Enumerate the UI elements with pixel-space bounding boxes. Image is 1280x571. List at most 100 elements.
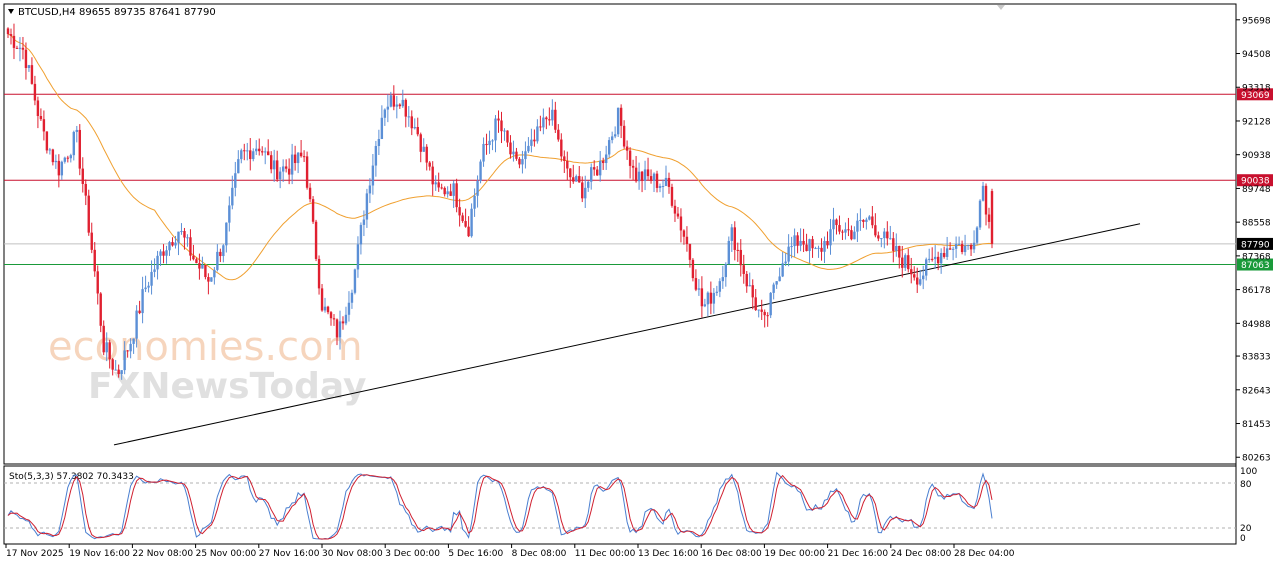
moving-average-line [7,33,993,281]
candle-body [42,119,46,132]
candle-body [299,152,303,157]
candle-body [446,191,449,195]
candle-body [320,288,324,311]
candle-body [754,297,757,311]
candle-body [216,251,219,270]
candle-body [138,310,141,314]
candle-body [186,237,189,239]
candle-body [431,166,434,185]
candle-body [865,219,868,222]
candle-body [503,130,506,132]
candle-body [685,236,689,245]
candle-body [643,169,647,181]
candle-body [530,139,533,146]
candle-body [171,242,174,246]
candle-body [389,95,393,107]
candle-body [326,306,330,313]
candle-body [697,288,701,290]
candle-body [243,150,246,152]
candle-body [712,292,716,304]
candle-body [987,214,991,222]
candles-layer [6,23,994,380]
candle-body [458,207,461,216]
candle-body [649,176,653,181]
candle-body [515,151,518,159]
candle-body [581,182,584,199]
candle-body [108,342,111,360]
candle-body [616,107,620,135]
candle-body [401,99,404,107]
candle-body [939,252,943,264]
watermark: economies.com FXNewsToday [48,324,367,407]
candle-body [234,173,237,188]
candle-body [422,146,425,152]
candle-body [302,156,306,158]
candle-body [494,118,497,141]
candle-body [563,156,566,161]
candle-body [72,131,75,156]
time-tick-label: 19 Dec 00:00 [764,549,825,559]
candle-body [628,150,632,166]
candle-body [763,311,766,316]
candle-body [102,325,105,353]
candle-body [48,149,52,151]
candle-body [892,238,895,251]
candle-body [69,155,73,159]
candle-body [904,255,907,268]
candle-body [853,231,856,240]
candle-body [380,117,384,139]
candle-body [634,167,638,182]
price-tick-label: 92128 [1242,117,1271,127]
candle-body [12,35,16,48]
candle-body [862,219,865,222]
candle-body [416,126,419,135]
candle-body [613,134,617,137]
candle-body [386,106,390,110]
candle-body [231,187,234,206]
candle-body [808,239,811,252]
candle-body [883,231,886,239]
candle-body [796,235,799,246]
candle-body [150,271,153,286]
candle-body [601,160,605,164]
price-tick-label: 89748 [1242,185,1271,195]
candle-body [434,182,437,185]
chevron-down-icon[interactable] [8,9,14,14]
scroll-marker-icon[interactable] [997,5,1005,10]
candle-body [981,185,985,201]
candle-body [437,182,440,188]
candle-body [772,284,775,293]
price-tick-label: 82643 [1242,386,1271,396]
candle-body [219,251,222,257]
candle-body [305,156,309,188]
stochastic-lines [7,471,993,540]
candle-body [557,129,560,140]
candle-body [748,285,751,287]
candle-body [984,185,988,215]
candle-body [655,173,659,188]
candle-body [368,185,372,194]
candle-body [410,116,413,129]
price-tick-label: 87368 [1242,252,1271,262]
candle-body [479,161,482,181]
level-tag-87063 [1237,258,1273,271]
candle-body [936,256,940,264]
candle-body [718,281,722,292]
price-tick-label: 90938 [1242,151,1271,161]
candle-body [153,269,156,272]
candle-body [75,129,78,132]
candle-body [497,118,500,121]
time-tick-label: 22 Nov 08:00 [132,549,193,559]
candle-body [78,129,81,169]
candle-body [237,159,240,174]
candle-body [111,359,114,370]
candle-body [383,109,387,118]
candle-body [395,104,399,107]
candle-body [790,246,793,248]
candle-body [36,100,40,117]
candle-body [93,249,96,272]
candle-body [907,255,910,270]
price-tick-label: 80263 [1242,454,1271,464]
candle-body [640,171,644,181]
